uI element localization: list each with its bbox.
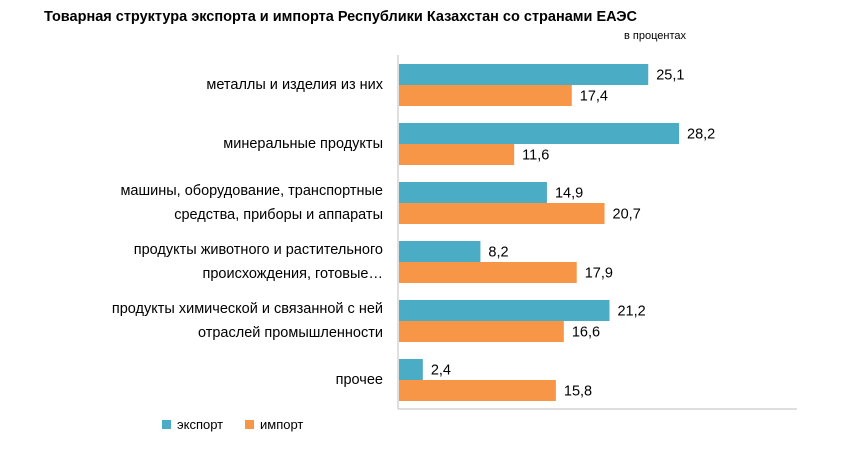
category-label-4: продукты химической и связанной с ней отр…: [112, 297, 383, 345]
legend-swatch-import: [245, 420, 254, 429]
data-label-export-5: 2,4: [431, 363, 451, 379]
bar-export-2: [399, 182, 547, 203]
chart-subtitle: в процентах: [624, 30, 686, 42]
data-label-import-5: 15,8: [564, 384, 592, 400]
category-label-line: металлы и изделия из них: [206, 77, 383, 93]
data-label-export-1: 28,2: [687, 127, 715, 143]
category-label-line: продукты химической и связанной с ней: [111, 301, 383, 317]
data-label-export-3: 8,2: [488, 245, 508, 261]
legend-label-import: импорт: [260, 417, 304, 432]
data-label-export-2: 14,9: [555, 186, 583, 202]
data-label-export-0: 25,1: [656, 68, 684, 84]
category-label-1: минеральные продукты: [223, 132, 383, 156]
bar-import-4: [399, 321, 564, 342]
data-label-import-2: 20,7: [613, 207, 641, 223]
category-label-2: машины, оборудование, транспортные средст…: [120, 179, 383, 227]
category-label-line: продукты животного и растительного: [133, 242, 383, 258]
category-label-3: продукты животного и растительного происх…: [134, 238, 383, 286]
bar-import-0: [399, 85, 572, 106]
category-label-line: машины, оборудование, транспортные: [120, 183, 383, 199]
legend-item-export: экспорт: [162, 417, 223, 432]
category-label-5: прочее: [336, 368, 383, 392]
bar-import-3: [399, 262, 577, 283]
bar-import-2: [399, 203, 605, 224]
bar-export-3: [399, 241, 481, 262]
legend-item-import: импорт: [245, 417, 303, 432]
data-label-import-3: 17,9: [585, 266, 613, 282]
bar-export-0: [399, 64, 649, 85]
bar-export-4: [399, 300, 610, 321]
category-label-line: прочее: [335, 372, 383, 388]
bar-import-5: [399, 380, 556, 401]
bar-export-5: [399, 359, 423, 380]
legend-label-export: экспорт: [177, 417, 224, 432]
chart-title: Товарная структура экспорта и импорта Ре…: [44, 9, 638, 25]
legend-swatch-export: [162, 420, 171, 429]
bar-import-1: [399, 144, 515, 165]
category-label-0: металлы и изделия из них: [206, 73, 383, 97]
category-label-line: минеральные продукты: [223, 136, 383, 152]
category-label-line: происхождения, готовые…: [202, 266, 383, 282]
bar-export-1: [399, 123, 679, 144]
data-label-export-4: 21,2: [617, 304, 645, 320]
category-label-line: отраслей промышленности: [197, 325, 383, 341]
category-label-line: средства, приборы и аппараты: [174, 207, 383, 223]
data-label-import-0: 17,4: [580, 89, 608, 105]
data-label-import-1: 11,6: [522, 148, 549, 164]
data-label-import-4: 16,6: [572, 325, 600, 341]
